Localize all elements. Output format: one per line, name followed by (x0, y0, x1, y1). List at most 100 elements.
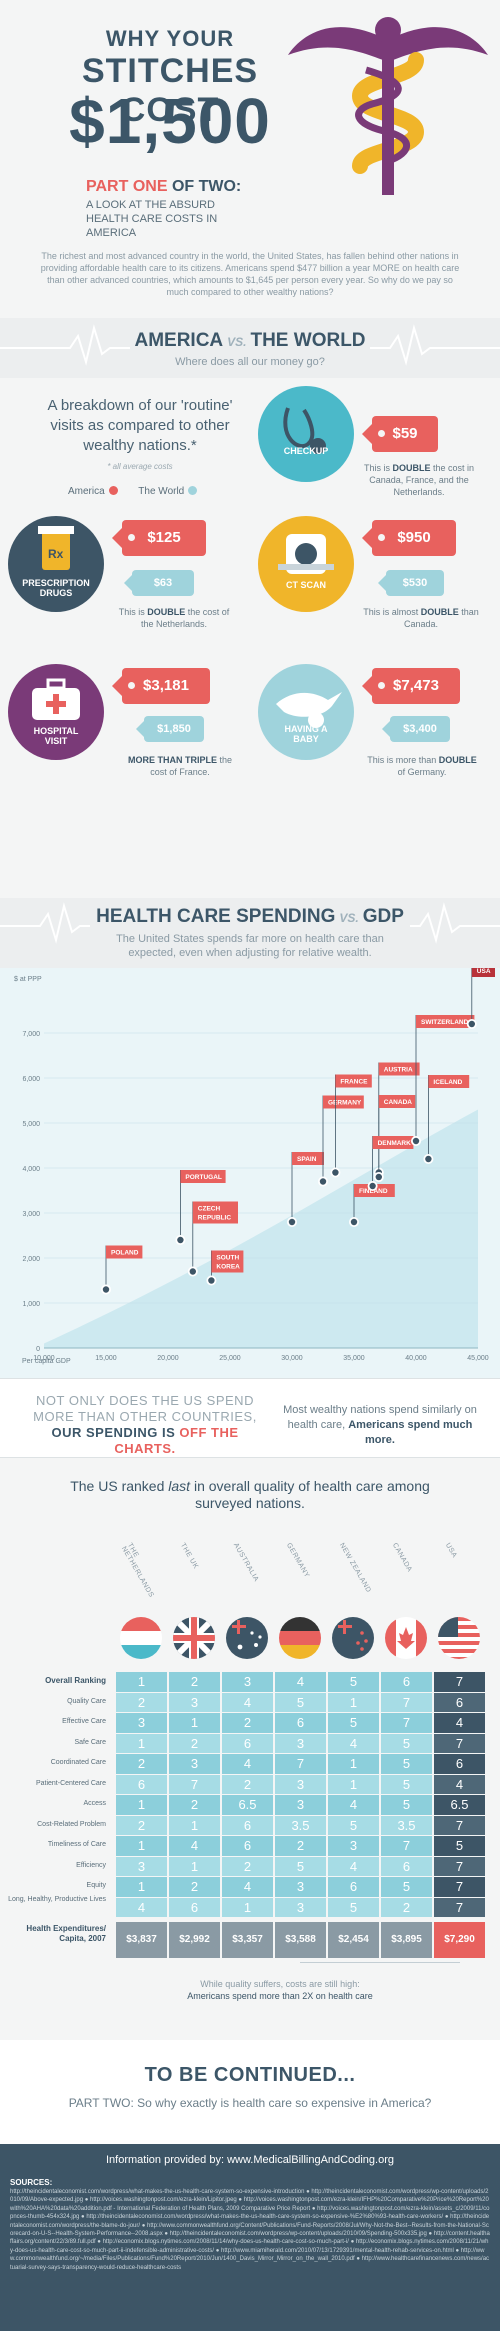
average-cost-footnote: * all average costs (107, 462, 173, 471)
point-label: SWITZERLAND (421, 1019, 469, 1026)
rank-cell: 5 (381, 1754, 432, 1774)
rank-cell: 3 (328, 1836, 379, 1856)
y-tick-label: 4,000 (22, 1166, 40, 1173)
ct-scan-note-pre: This is almost (363, 607, 421, 617)
ct-scan-america-value: $950 (397, 529, 431, 546)
cost-legend: America The World (68, 486, 215, 497)
rank-cell: 7 (381, 1692, 432, 1712)
point-label: KOREA (216, 1264, 240, 1271)
flag-banner (378, 1062, 420, 1076)
point-label: POLAND (111, 1250, 139, 1257)
germany-flag-icon (279, 1617, 321, 1659)
legend-world: The World (138, 486, 185, 497)
rank-cell: 1 (222, 1897, 273, 1917)
prescription-america-value: $125 (147, 529, 181, 546)
usa-callout-line (300, 1962, 460, 1963)
gdp-banner-right: GDP (362, 906, 404, 927)
part-subtitle: A LOOK AT THE ABSURD HEALTH CARE COSTS I… (86, 199, 218, 239)
country-header: NEW ZEALAND (337, 1542, 373, 1595)
rank-cell: 3 (222, 1672, 273, 1692)
expenditure-label: Health Expenditures/ Capita, 2007 (26, 1924, 106, 1943)
rank-cell: 2 (116, 1815, 167, 1835)
x-tick-label: 40,000 (405, 1355, 427, 1362)
data-point (468, 1020, 475, 1028)
rank-cell: 6 (222, 1815, 273, 1835)
rank-cell: 4 (222, 1692, 273, 1712)
expenditure-cell: $3,357 (222, 1922, 273, 1958)
rank-cell: 1 (116, 1836, 167, 1856)
row-label: Efficiency (76, 1861, 106, 1869)
x-tick-label: 10,000 (33, 1355, 55, 1362)
rank-cell: 5 (328, 1897, 379, 1917)
point-label: FRANCE (340, 1079, 368, 1086)
hospital-america-price: $3,181 (112, 668, 210, 704)
baby-america-value: $7,473 (393, 677, 439, 694)
canada-flag-icon (385, 1617, 427, 1659)
x-tick-label: 30,000 (281, 1355, 303, 1362)
ct-scan-circle: CT SCAN (258, 516, 354, 612)
x-tick-label: 45,000 (467, 1355, 489, 1362)
data-point (425, 1155, 432, 1163)
compare-right-2: Americans spend much more. (348, 1419, 473, 1446)
chart-y-axis-label: $ at PPP (14, 976, 42, 983)
flag-banner (416, 1015, 475, 1028)
prescription-note-post: the cost of the Netherlands. (140, 607, 230, 629)
point-label: REPUBLIC (198, 1215, 232, 1222)
checkup-america-value: $59 (392, 425, 418, 442)
rank-cell: 2 (116, 1692, 167, 1712)
flag-banner (372, 1136, 414, 1149)
rank-cell: 6 (116, 1774, 167, 1794)
ct-scan-note: This is almost DOUBLE than Canada. (362, 606, 480, 630)
prescription-world-price: $63 (124, 570, 194, 596)
ct-scan-label: CT SCAN (286, 580, 326, 590)
hospital-america-value: $3,181 (143, 677, 189, 694)
point-label: DENMARK (378, 1140, 412, 1147)
data-point (319, 1178, 327, 1185)
rank-cell: 6 (381, 1672, 432, 1692)
rank-cell: 5 (275, 1856, 326, 1876)
rank-cell: 5 (381, 1877, 432, 1897)
prescription-circle: Rx PRESCRIPTION DRUGS (8, 516, 104, 612)
part-heading: PART ONE OF TWO: (86, 178, 241, 196)
rank-cell: 1 (328, 1754, 379, 1774)
country-header: THE NETHERLANDS (119, 1542, 155, 1599)
rank-cell: 7 (381, 1836, 432, 1856)
y-tick-label: 6,000 (22, 1076, 40, 1083)
rank-cell: 1 (169, 1815, 220, 1835)
checkup-america-price: $59 (362, 416, 438, 452)
sources-heading: SOURCES: (10, 2178, 53, 2187)
data-point (288, 1218, 296, 1226)
title-line-3: $1,500 (69, 85, 271, 157)
rank-cell: 4 (328, 1733, 379, 1753)
data-point (412, 1137, 420, 1145)
rank-cell: 3.5 (275, 1815, 326, 1835)
row-label: Cost-Related Problem (37, 1820, 106, 1828)
rank-cell: 5 (381, 1795, 432, 1815)
flag-banner (180, 1170, 226, 1183)
checkup-label: CHECKUP (283, 446, 329, 456)
rank-cell: 3 (275, 1795, 326, 1815)
point-label: ICELAND (433, 1079, 462, 1086)
compare-right-1: Most wealthy nations spend similarly on … (283, 1404, 477, 1431)
flag-banner (428, 1075, 470, 1088)
data-point (369, 1182, 376, 1190)
row-label: Timeliness of Care (47, 1841, 106, 1848)
row-label: Equity (86, 1882, 106, 1889)
rank-cell: 7 (275, 1754, 326, 1774)
to-be-continued: TO BE CONTINUED... PART TWO: So why exac… (0, 2040, 500, 2144)
america-vs-world-banner: AMERICA VS. THE WORLD Where does all our m… (0, 318, 500, 378)
prescription-label: PRESCRIPTION DRUGS (22, 578, 90, 598)
title-line-1: WHY YOUR (105, 26, 235, 51)
ranking-title-post: in overall quality of health care among … (190, 1478, 430, 1511)
rank-cell: 5 (381, 1774, 432, 1794)
rank-cell: 5 (275, 1692, 326, 1712)
data-point (189, 1268, 196, 1275)
chart-x-axis-label: Per capita GDP (22, 1358, 71, 1365)
sources-footer: Information provided by: www.MedicalBill… (0, 2144, 500, 2331)
rank-cell: 2 (169, 1733, 220, 1753)
uk-flag-icon (173, 1617, 215, 1659)
rank-cell: 4 (169, 1836, 220, 1856)
gdp-banner-title: HEALTH CARE SPENDING VS. GDP (0, 906, 500, 928)
rank-cell: 5 (328, 1713, 379, 1733)
baby-note-post: of Germany. (397, 767, 447, 777)
